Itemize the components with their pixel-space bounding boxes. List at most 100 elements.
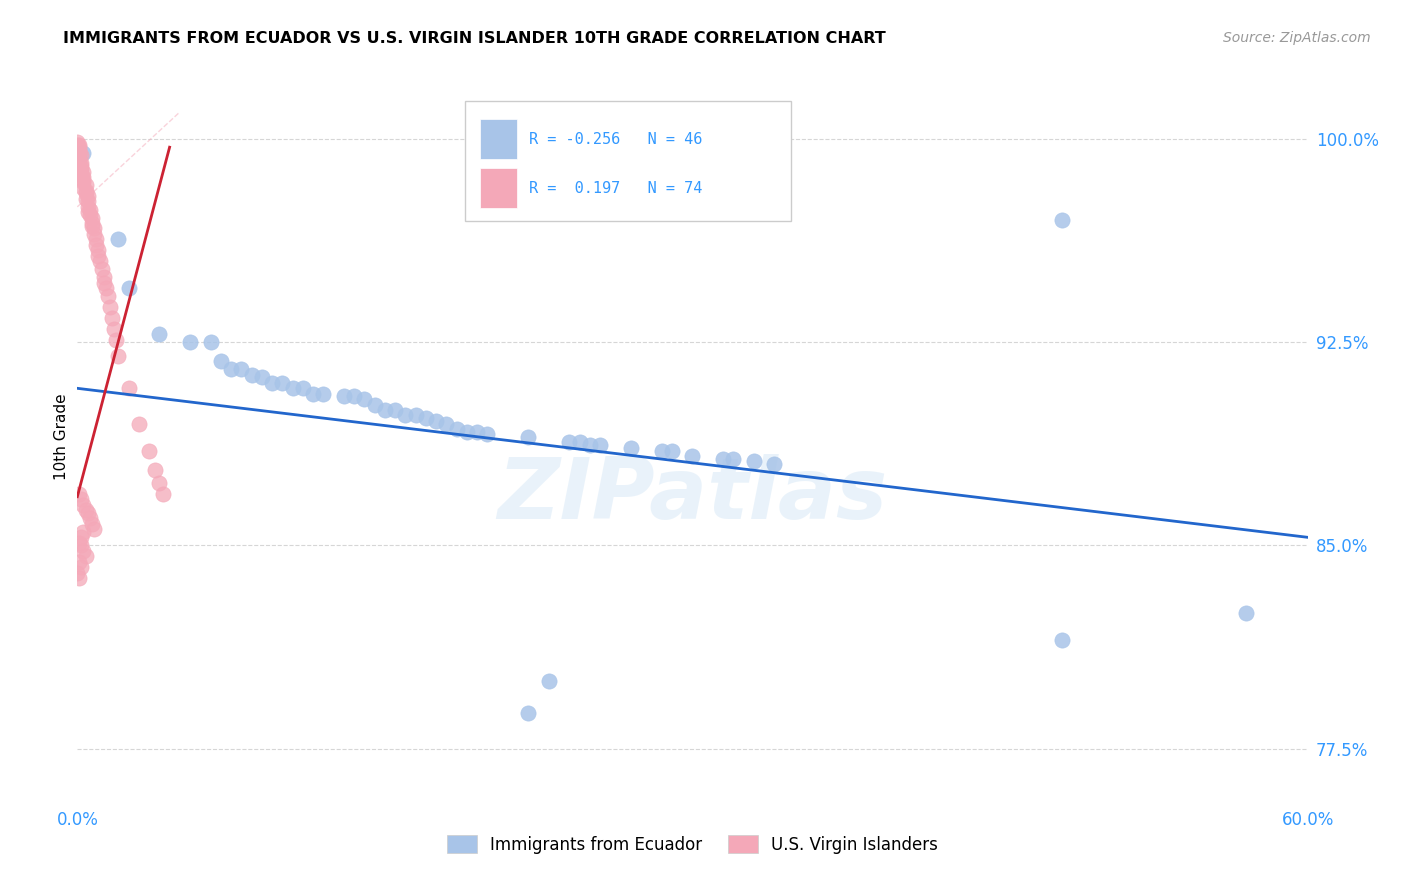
Point — [70, 492, 93, 507]
Y-axis label: 10th Grade: 10th Grade — [53, 393, 69, 481]
Point — [250, 370, 273, 384]
Point — [67, 555, 90, 569]
Point — [66, 566, 89, 580]
Point — [70, 167, 93, 181]
FancyBboxPatch shape — [465, 101, 792, 221]
Point — [66, 135, 89, 149]
Point — [76, 194, 98, 209]
Point — [436, 417, 458, 431]
Point — [394, 409, 416, 423]
Point — [84, 237, 107, 252]
Point — [72, 498, 94, 512]
Legend: Immigrants from Ecuador, U.S. Virgin Islanders: Immigrants from Ecuador, U.S. Virgin Isl… — [440, 829, 945, 860]
Point — [75, 192, 97, 206]
Point — [456, 425, 478, 439]
Point — [67, 487, 90, 501]
Point — [103, 322, 125, 336]
Point — [70, 530, 93, 544]
Point — [353, 392, 375, 406]
Point — [75, 178, 97, 193]
Point — [72, 169, 94, 184]
Point — [661, 443, 683, 458]
Point — [374, 403, 396, 417]
Point — [76, 189, 98, 203]
Text: IMMIGRANTS FROM ECUADOR VS U.S. VIRGIN ISLANDER 10TH GRADE CORRELATION CHART: IMMIGRANTS FROM ECUADOR VS U.S. VIRGIN I… — [63, 31, 886, 46]
Bar — [479, 168, 516, 208]
Bar — [479, 119, 516, 159]
Point — [682, 449, 704, 463]
Point — [67, 571, 90, 585]
Point — [219, 362, 242, 376]
Point — [84, 232, 107, 246]
Point — [312, 386, 335, 401]
Point — [72, 544, 94, 558]
Point — [67, 145, 90, 160]
Point — [138, 443, 160, 458]
Point — [76, 506, 98, 520]
Point — [67, 151, 90, 165]
Point — [80, 216, 103, 230]
Point — [128, 417, 150, 431]
Point — [148, 327, 170, 342]
Point — [291, 381, 314, 395]
Point — [72, 172, 94, 186]
Point — [79, 208, 101, 222]
Point — [93, 276, 115, 290]
Point — [80, 219, 103, 233]
Text: ZIPatlas: ZIPatlas — [498, 454, 887, 537]
Point — [117, 381, 139, 395]
Point — [67, 137, 90, 152]
Text: R = -0.256   N = 46: R = -0.256 N = 46 — [529, 132, 702, 147]
Point — [83, 227, 105, 241]
Point — [231, 362, 253, 376]
Point — [568, 435, 591, 450]
Point — [70, 156, 93, 170]
Point — [415, 411, 437, 425]
Point — [579, 438, 602, 452]
Point — [405, 409, 427, 423]
Point — [67, 143, 90, 157]
Point — [70, 560, 93, 574]
Point — [363, 398, 385, 412]
Point — [117, 281, 139, 295]
Point — [558, 435, 581, 450]
Point — [80, 516, 103, 531]
Point — [477, 427, 499, 442]
Point — [1050, 213, 1073, 227]
Point — [70, 161, 93, 176]
Point — [620, 441, 643, 455]
Point — [517, 430, 540, 444]
Point — [76, 200, 98, 214]
Point — [200, 335, 222, 350]
Point — [67, 535, 90, 549]
Point — [651, 443, 673, 458]
Point — [240, 368, 263, 382]
Point — [763, 457, 786, 471]
Point — [89, 254, 111, 268]
Point — [152, 487, 174, 501]
Point — [302, 386, 325, 401]
Point — [465, 425, 488, 439]
Point — [148, 476, 170, 491]
Point — [271, 376, 294, 390]
Point — [75, 549, 97, 564]
Point — [66, 140, 89, 154]
Text: R =  0.197   N = 74: R = 0.197 N = 74 — [529, 181, 702, 196]
Text: Source: ZipAtlas.com: Source: ZipAtlas.com — [1223, 31, 1371, 45]
Point — [105, 333, 128, 347]
Point — [72, 145, 94, 160]
Point — [179, 335, 201, 350]
Point — [70, 538, 93, 552]
Point — [83, 221, 105, 235]
Point — [723, 451, 745, 466]
Point — [75, 186, 97, 201]
Point — [262, 376, 284, 390]
Point — [101, 310, 124, 325]
Point — [1234, 606, 1257, 620]
Point — [79, 511, 101, 525]
Point — [70, 148, 93, 162]
Point — [333, 389, 356, 403]
Point — [1050, 633, 1073, 648]
Point — [67, 145, 90, 160]
Point — [67, 153, 90, 168]
